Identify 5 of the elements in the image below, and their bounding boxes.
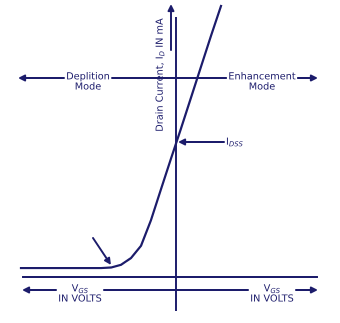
text: V$_{GS}$ IN VOLTS bbox=[251, 284, 294, 302]
text: Enhancement Mode bbox=[229, 72, 296, 90]
text: V$_{GS}$ IN VOLTS bbox=[59, 284, 102, 302]
text: I$_{DSS}$ bbox=[226, 138, 243, 146]
annotation: Deplition Mode bbox=[67, 72, 110, 90]
